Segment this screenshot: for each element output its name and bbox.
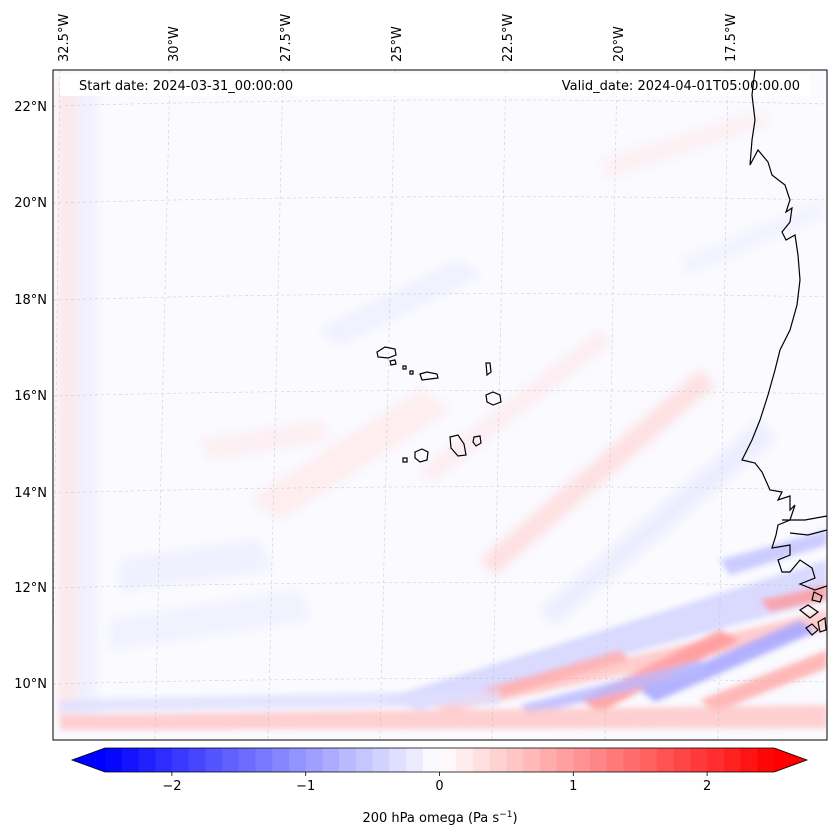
lat-labels: 22°N 20°N 18°N 16°N 14°N 12°N 10°N xyxy=(14,100,47,692)
map-panel[interactable] xyxy=(52,70,827,740)
colorbar-bin xyxy=(623,748,641,772)
colorbar-tick-label: 2 xyxy=(703,779,711,794)
colorbar-bin xyxy=(506,748,524,772)
omega-field xyxy=(58,80,827,730)
colorbar-tick-label: 1 xyxy=(569,779,577,794)
colorbar-bin xyxy=(489,748,507,772)
colorbar-bin xyxy=(539,748,558,772)
colorbar-bin xyxy=(138,748,156,772)
colorbar-bin xyxy=(272,748,290,772)
lat-label: 20°N xyxy=(14,196,47,211)
colorbar-bin xyxy=(523,748,541,772)
colorbar-bin xyxy=(590,748,608,772)
lat-label: 18°N xyxy=(14,293,47,308)
colorbar-bins xyxy=(105,748,775,772)
colorbar-bin xyxy=(573,748,591,772)
colorbar-bin xyxy=(355,748,374,772)
colorbar-bin xyxy=(740,748,758,772)
colorbar-bin xyxy=(238,748,257,772)
colorbar-bin xyxy=(322,748,340,772)
colorbar-bin xyxy=(372,748,390,772)
colorbar-bin xyxy=(171,748,190,772)
lon-label: 27.5°W xyxy=(279,14,294,62)
colorbar: −2 −1 0 1 2 200 hPa omega (Pa s−1) xyxy=(70,747,809,826)
colorbar-bin xyxy=(472,748,491,772)
colorbar-bin xyxy=(690,748,708,772)
colorbar-ticks: −2 −1 0 1 2 xyxy=(162,772,711,794)
colorbar-outline xyxy=(70,747,809,773)
colorbar-tick-label: −1 xyxy=(296,779,315,794)
colorbar-bin xyxy=(305,748,323,772)
colorbar-max-extend xyxy=(774,748,807,772)
colorbar-bin xyxy=(406,748,424,772)
cape-verde-islands xyxy=(376,346,502,463)
coastline xyxy=(741,70,827,636)
lat-label: 10°N xyxy=(14,677,47,692)
start-date-label: Start date: 2024-03-31_00:00:00 xyxy=(79,79,293,94)
lon-labels: 32.5°W 30°W 27.5°W 25°W 22.5°W 20°W 17.5… xyxy=(57,14,739,62)
colorbar-bin xyxy=(105,748,123,772)
colorbar-bin xyxy=(389,748,407,772)
lon-label: 30°W xyxy=(167,26,182,62)
colorbar-bin xyxy=(757,748,775,772)
lat-label: 14°N xyxy=(14,486,47,501)
colorbar-bin xyxy=(222,748,240,772)
colorbar-bin xyxy=(205,748,223,772)
colorbar-bin xyxy=(255,748,273,772)
colorbar-bin xyxy=(288,748,307,772)
colorbar-bin xyxy=(606,748,624,772)
colorbar-min-extend xyxy=(72,748,105,772)
map-frame xyxy=(52,69,828,741)
colorbar-bin xyxy=(121,748,139,772)
header-band xyxy=(60,74,810,96)
colorbar-tick-label: 0 xyxy=(435,779,443,794)
colorbar-bin xyxy=(339,748,357,772)
colorbar-tick-label: −2 xyxy=(162,779,181,794)
lat-label: 12°N xyxy=(14,581,47,596)
lon-label: 25°W xyxy=(390,26,405,62)
lon-label: 32.5°W xyxy=(57,14,72,62)
colorbar-bin xyxy=(422,748,441,772)
lon-label: 20°W xyxy=(612,26,627,62)
colorbar-bin xyxy=(456,748,474,772)
lat-label: 16°N xyxy=(14,389,47,404)
colorbar-bin xyxy=(656,748,675,772)
colorbar-label: 200 hPa omega (Pa s−1) xyxy=(362,810,517,826)
lon-label: 17.5°W xyxy=(724,14,739,62)
colorbar-bin xyxy=(188,748,206,772)
colorbar-bin xyxy=(723,748,742,772)
colorbar-bin xyxy=(155,748,173,772)
colorbar-bin xyxy=(556,748,574,772)
colorbar-bin xyxy=(640,748,658,772)
lon-label: 22.5°W xyxy=(501,14,516,62)
colorbar-bin xyxy=(707,748,725,772)
colorbar-bin xyxy=(673,748,691,772)
valid-date-label: Valid_date: 2024-04-01T05:00:00.00 xyxy=(562,79,800,94)
colorbar-bin xyxy=(439,748,457,772)
lat-label: 22°N xyxy=(14,100,47,115)
